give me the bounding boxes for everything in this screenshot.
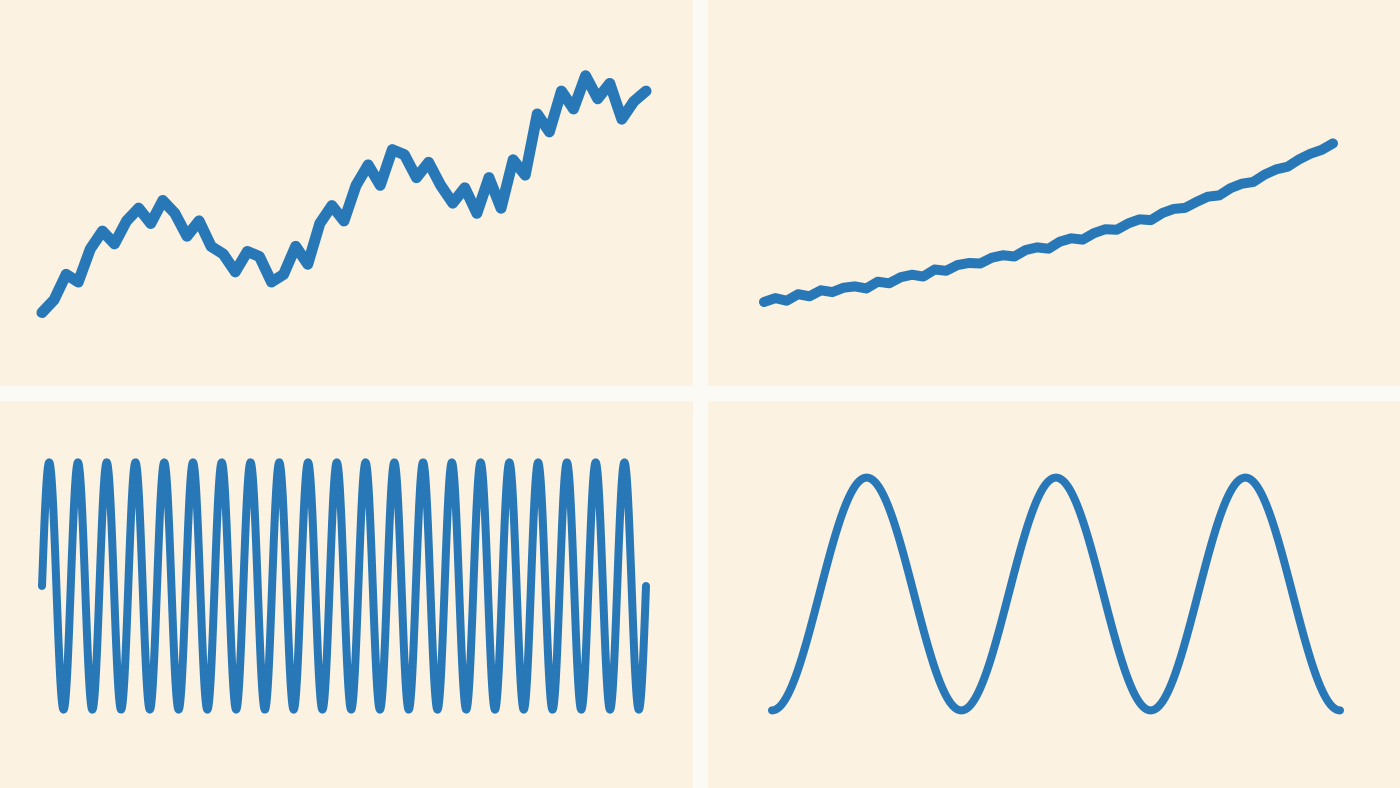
panel-top-left-background — [0, 0, 693, 386]
panel-top-right-background — [708, 0, 1400, 386]
series-line-top-right — [759, 138, 1338, 307]
series-line-top-left — [36, 70, 652, 319]
series-line-bottom-right — [768, 473, 1344, 715]
series-line-bottom-left — [38, 458, 650, 714]
